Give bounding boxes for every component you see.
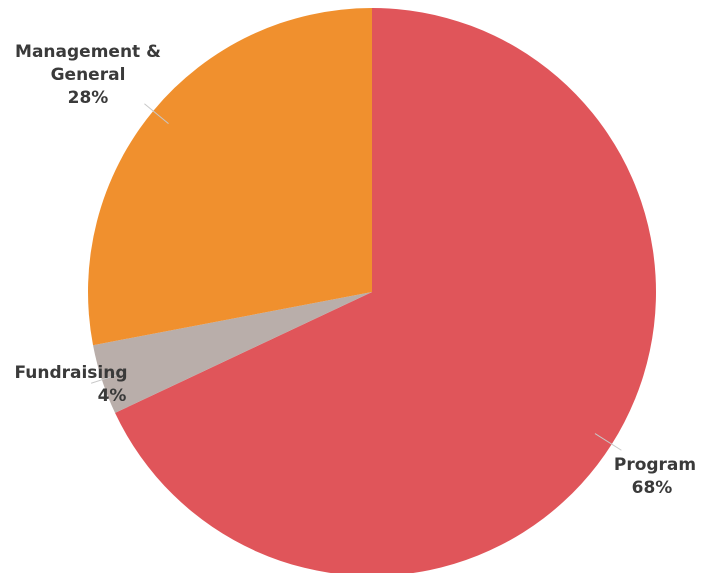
label-program: Program [614,455,696,475]
leader-line-2 [144,103,169,125]
label-management-general-line1: Management & [15,42,161,62]
value-fundraising: 4% [98,386,127,406]
pie-slice-management [87,8,372,346]
leader-lines [90,103,622,451]
pie-slice-fundraising [93,292,372,413]
slice-labels: Program 68% Fundraising 4% Management & … [14,42,696,498]
value-program: 68% [632,478,673,498]
label-management-general-line2: General [51,65,126,85]
value-management-general: 28% [68,88,109,108]
leader-line-1 [90,373,121,384]
pie-slices [87,8,657,573]
leader-line-0 [594,433,622,451]
pie-slice-program [115,8,657,573]
label-fundraising: Fundraising [14,363,127,383]
